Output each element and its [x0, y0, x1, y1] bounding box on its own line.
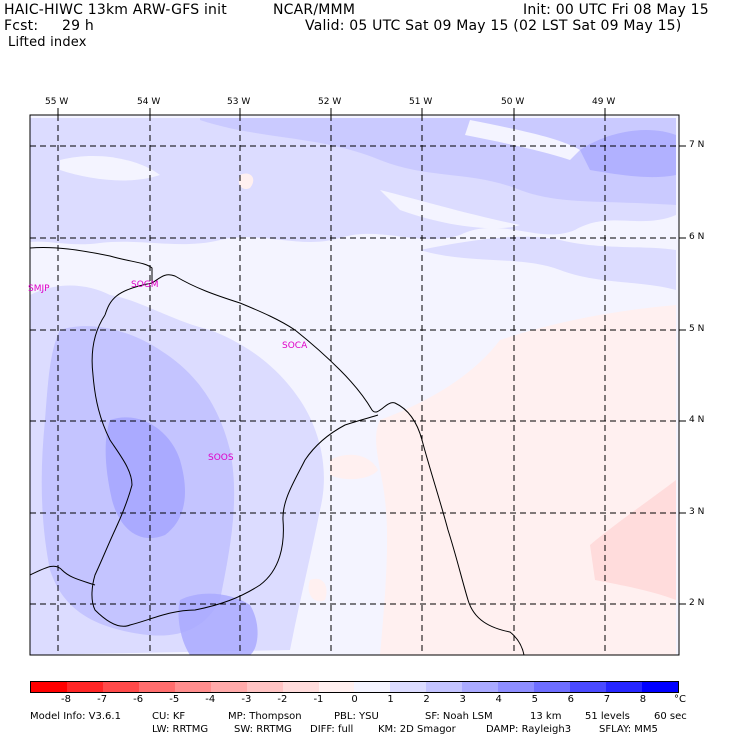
- colorbar-segment: [66, 682, 103, 692]
- footer-model-info: Model Info: V3.6.1: [30, 711, 121, 722]
- colorbar-segment: [210, 682, 247, 692]
- colorbar-segment: [426, 682, 463, 692]
- colorbar-tick-label: -6: [133, 694, 144, 705]
- forecast-hour: 29 h: [62, 18, 94, 34]
- station-label: SOCA: [282, 341, 308, 351]
- init-time: Init: 00 UTC Fri 08 May 15: [523, 2, 709, 18]
- footer-diff: DIFF: full: [310, 724, 354, 735]
- colorbar-segment: [282, 682, 319, 692]
- field-name: Lifted index: [8, 35, 87, 50]
- colorbar-tick-label: -5: [169, 694, 180, 705]
- colorbar-segment: [318, 682, 355, 692]
- lon-label: 54 W: [137, 97, 161, 107]
- lon-label: 55 W: [45, 97, 69, 107]
- colorbar-unit: °C: [674, 694, 686, 705]
- lat-label: 3 N: [689, 507, 705, 517]
- colorbar-tick-label: 8: [639, 694, 647, 705]
- lon-label: 52 W: [318, 97, 342, 107]
- lat-label: 7 N: [689, 140, 705, 150]
- colorbar-tick-label: -8: [61, 694, 72, 705]
- colorbar-segment: [138, 682, 175, 692]
- colorbar-tick-label: 1: [387, 694, 394, 705]
- colorbar-segment: [462, 682, 499, 692]
- colorbar-tick-label: -2: [277, 694, 288, 705]
- valid-time: Valid: 05 UTC Sat 09 May 15 (02 LST Sat …: [305, 18, 682, 34]
- forecast-label: Fcst:: [4, 18, 39, 34]
- colorbar-segment: [246, 682, 283, 692]
- colorbar-segment: [102, 682, 139, 692]
- lon-label: 49 W: [592, 97, 616, 107]
- lat-label: 6 N: [689, 232, 705, 242]
- colorbar-segment: [534, 682, 571, 692]
- lon-label: 50 W: [501, 97, 525, 107]
- coastline: [29, 247, 525, 656]
- colorbar-tick-label: -3: [241, 694, 252, 705]
- station-label: SMJP: [28, 284, 50, 294]
- footer-pbl: PBL: YSU: [334, 711, 379, 722]
- colorbar-segment: [354, 682, 391, 692]
- map-border: [29, 114, 680, 656]
- colorbar-tick-label: -7: [97, 694, 108, 705]
- lat-label: 4 N: [689, 415, 705, 425]
- colorbar-tick-label: 2: [423, 694, 430, 705]
- station-label: SOGM: [131, 280, 159, 290]
- colorbar-tick-label: -4: [205, 694, 216, 705]
- lat-label: 2 N: [689, 598, 705, 608]
- axis-ticks: [57, 108, 686, 605]
- footer-sf: SF: Noah LSM: [425, 711, 493, 722]
- footer-damp: DAMP: Rayleigh3: [486, 724, 572, 735]
- colorbar-tick-label: 7: [603, 694, 611, 705]
- colorbar-tick-label: 5: [531, 694, 538, 705]
- colorbar-tick-label: -1: [313, 694, 324, 705]
- shading-layer: [30, 115, 679, 655]
- footer-cu: CU: KF: [152, 711, 186, 722]
- footer-sw: SW: RRTMG: [234, 724, 292, 735]
- footer-levels: 51 levels: [585, 711, 630, 722]
- colorbar: [30, 681, 679, 693]
- lat-lon-grid: [30, 115, 679, 655]
- lon-label: 51 W: [409, 97, 433, 107]
- colorbar-segment: [570, 682, 606, 692]
- colorbar-segment: [174, 682, 211, 692]
- lifted-index-map: [29, 108, 686, 656]
- center-label: NCAR/MMM: [273, 2, 356, 18]
- footer-km: KM: 2D Smagor: [378, 724, 456, 735]
- lat-label: 5 N: [689, 324, 705, 334]
- footer-resolution: 13 km: [530, 711, 562, 722]
- colorbar-tick-label: 6: [567, 694, 575, 705]
- colorbar-tick-label: 4: [495, 694, 502, 705]
- colorbar-tick-label: 3: [459, 694, 466, 705]
- colorbar-segment: [498, 682, 535, 692]
- colorbar-segment: [606, 682, 642, 692]
- lon-label: 53 W: [227, 97, 251, 107]
- station-label: SOOS: [208, 453, 234, 463]
- colorbar-segment: [641, 682, 678, 692]
- footer-mp: MP: Thompson: [228, 711, 302, 722]
- footer-sflay: SFLAY: MM5: [599, 724, 658, 735]
- colorbar-tick-label: 0: [351, 694, 358, 705]
- footer-lw: LW: RRTMG: [152, 724, 209, 735]
- colorbar-segment: [31, 682, 67, 692]
- colorbar-segment: [390, 682, 427, 692]
- footer-timestep: 60 sec: [654, 711, 687, 722]
- model-title: HAIC-HIWC 13km ARW-GFS init: [4, 2, 227, 18]
